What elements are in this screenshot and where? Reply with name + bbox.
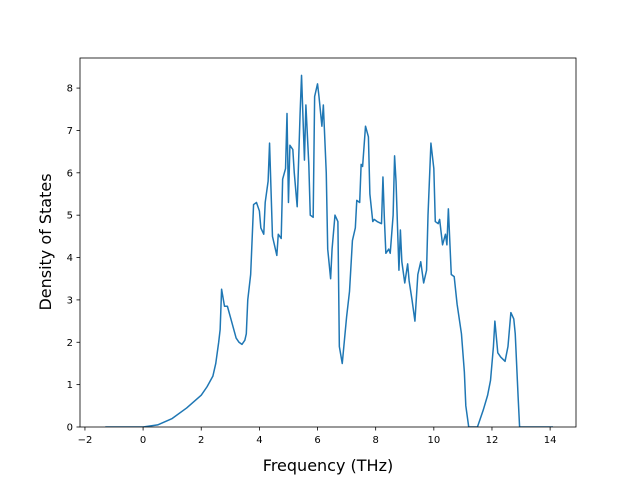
x-tick-label: 8 bbox=[372, 435, 378, 446]
y-tick-label: 3 bbox=[67, 295, 73, 306]
y-tick-label: 6 bbox=[67, 168, 73, 179]
y-tick-label: 4 bbox=[67, 253, 73, 264]
y-tick-label: 7 bbox=[67, 126, 73, 137]
y-axis-label: Density of States bbox=[36, 173, 55, 310]
x-tick-label: 6 bbox=[314, 435, 320, 446]
x-tick-label: −2 bbox=[78, 435, 93, 446]
x-axis-label: Frequency (THz) bbox=[263, 456, 393, 475]
y-tick-label: 1 bbox=[67, 380, 73, 391]
x-tick-label: 0 bbox=[140, 435, 146, 446]
data-line bbox=[105, 74, 554, 427]
y-tick-label: 0 bbox=[67, 423, 73, 434]
y-tick-label: 8 bbox=[67, 84, 73, 95]
y-tick-label: 5 bbox=[67, 211, 73, 222]
plot-frame bbox=[79, 57, 577, 428]
y-tick-label: 2 bbox=[67, 338, 73, 349]
x-tick-label: 4 bbox=[256, 435, 262, 446]
x-tick-label: 2 bbox=[198, 435, 204, 446]
x-tick-label: 12 bbox=[486, 435, 499, 446]
x-tick-label: 10 bbox=[427, 435, 440, 446]
x-tick-label: 14 bbox=[544, 435, 557, 446]
